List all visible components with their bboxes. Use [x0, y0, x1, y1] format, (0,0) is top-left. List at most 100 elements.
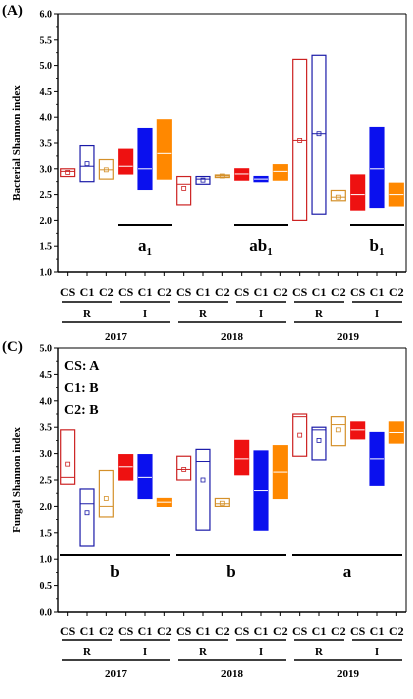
box-rect: [79, 144, 95, 183]
year-label: 2018: [221, 331, 244, 343]
significance-letter: a: [343, 562, 352, 581]
box-2017-R-C1: [79, 488, 95, 547]
box-rect: [292, 413, 308, 457]
year-label: 2018: [221, 668, 244, 680]
site-label: I: [143, 646, 147, 658]
x-tick-label: C2: [331, 624, 346, 638]
box-rect: [292, 58, 308, 222]
x-tick-label: C2: [215, 624, 230, 638]
box-2019-R-C1: [311, 54, 327, 215]
significance-letter-main: a: [138, 236, 147, 255]
box-2017-I-C1: [137, 127, 153, 191]
box-2018-I-CS: [234, 168, 250, 181]
box-2018-I-C1: [253, 450, 269, 531]
x-tick-label: C2: [389, 285, 404, 299]
box-2018-R-CS: [176, 455, 192, 481]
y-tick-label: 3.0: [40, 164, 53, 175]
x-tick-label: C2: [389, 624, 404, 638]
y-tick-label: 3.0: [40, 449, 53, 460]
x-tick-label: CS: [118, 285, 134, 299]
box-2019-I-C2: [388, 182, 404, 207]
box-2017-I-CS: [118, 148, 134, 175]
box-rect: [118, 454, 134, 481]
y-tick-label: 4.0: [40, 113, 53, 124]
site-label: R: [315, 646, 324, 658]
significance-letter: b: [226, 562, 235, 581]
box-mean-marker: [65, 461, 71, 467]
box-rect: [98, 158, 114, 180]
y-tick-label: 0.5: [40, 581, 53, 592]
box-2019-R-CS: [292, 58, 308, 222]
y-tick-label: 2.0: [40, 502, 53, 513]
y-tick-label: 1.0: [40, 555, 53, 566]
y-tick-label: 2.5: [40, 190, 53, 201]
box-2017-I-C2: [156, 497, 172, 508]
box-rect: [195, 175, 211, 185]
x-tick-label: C1: [80, 624, 95, 638]
box-mean-marker: [297, 138, 303, 143]
year-label: 2017: [105, 331, 128, 343]
box-rect: [156, 119, 172, 180]
box-rect: [369, 126, 385, 209]
y-axis-label: Fungal Shannon index: [11, 427, 23, 533]
box-2018-I-CS: [234, 439, 250, 476]
site-label: I: [375, 646, 379, 658]
box-mean-marker: [219, 173, 225, 179]
box-rect: [176, 175, 192, 206]
box-mean-marker: [103, 496, 109, 501]
box-2017-R-C2: [98, 158, 114, 180]
x-tick-label: C1: [138, 624, 153, 638]
significance-letter: ab1: [249, 236, 272, 258]
box-rect: [79, 488, 95, 547]
x-tick-label: C2: [331, 285, 346, 299]
box-2018-R-C1: [195, 175, 211, 185]
box-2019-I-C1: [369, 126, 385, 209]
box-2019-R-C2: [330, 189, 346, 202]
y-tick-label: 4.5: [40, 370, 53, 381]
x-tick-label: C1: [312, 285, 327, 299]
site-label: I: [143, 308, 147, 320]
year-label: 2019: [337, 668, 360, 680]
y-tick-label: 5.5: [40, 35, 53, 46]
box-2018-R-CS: [176, 175, 192, 206]
box-rect: [330, 416, 346, 447]
box-mean-marker: [335, 194, 341, 200]
significance-letter-main: b: [110, 562, 119, 581]
x-tick-label: C1: [370, 624, 385, 638]
y-tick-label: 3.5: [40, 139, 53, 150]
year-label: 2017: [105, 668, 128, 680]
significance-letter-sub: 1: [379, 246, 385, 258]
site-label: R: [83, 646, 92, 658]
box-2018-I-C2: [272, 445, 288, 500]
box-2019-I-C2: [388, 421, 404, 444]
significance-letter-main: a: [343, 562, 352, 581]
box-2017-R-C2: [98, 469, 114, 518]
box-2019-R-C1: [311, 426, 327, 461]
box-rect: [60, 429, 76, 485]
box-mean-marker: [200, 477, 206, 483]
x-tick-label: C2: [99, 285, 114, 299]
box-mean-marker: [219, 500, 225, 506]
site-label: I: [375, 308, 379, 320]
box-2018-R-C1: [195, 448, 211, 531]
y-tick-label: 1.5: [40, 242, 53, 253]
box-rect: [137, 127, 153, 191]
site-label: R: [199, 308, 208, 320]
y-tick-label: 1.0: [40, 268, 53, 279]
site-label: I: [259, 308, 263, 320]
x-tick-label: C2: [273, 285, 288, 299]
box-rect: [350, 174, 366, 211]
x-tick-label: C1: [312, 624, 327, 638]
box-2017-R-CS: [60, 429, 76, 485]
box-2017-I-C2: [156, 119, 172, 180]
box-rect: [118, 148, 134, 175]
box-mean-marker: [84, 510, 90, 516]
box-2019-I-CS: [350, 174, 366, 211]
y-tick-label: 2.5: [40, 476, 53, 487]
box-rect: [350, 421, 366, 440]
panel-label: (C): [2, 339, 23, 355]
panel-label: (A): [2, 3, 23, 19]
x-tick-label: C2: [273, 624, 288, 638]
x-tick-label: C2: [157, 285, 172, 299]
y-tick-label: 3.5: [40, 423, 53, 434]
